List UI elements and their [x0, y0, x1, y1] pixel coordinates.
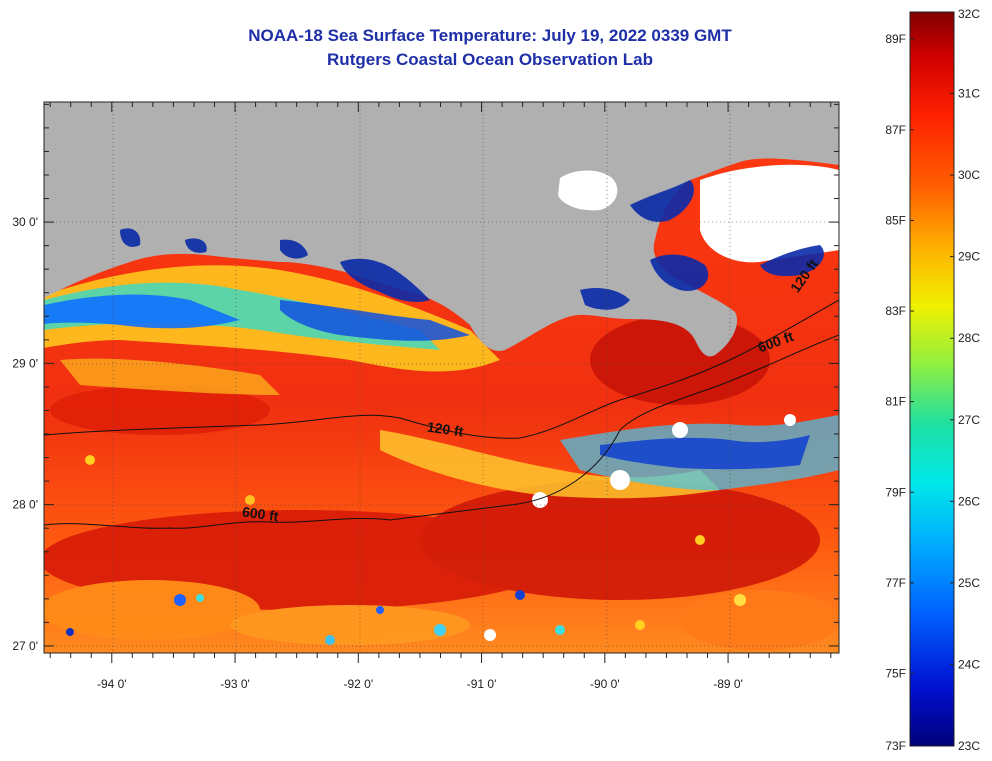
colorbar-fahrenheit-label: 89F — [885, 32, 906, 46]
colorbar-celsius-label: 23C — [958, 739, 980, 753]
colorbar-celsius-label: 29C — [958, 250, 980, 264]
map-title: NOAA-18 Sea Surface Temperature: July 19… — [248, 26, 732, 45]
contour-label: 600 ft — [241, 503, 280, 524]
colorbar-fahrenheit-label: 73F — [885, 739, 906, 753]
map-frame — [43, 101, 840, 654]
colorbar-fahrenheit-label: 77F — [885, 576, 906, 590]
land-cloud-patches — [558, 168, 839, 248]
colorbar-celsius-label: 26C — [958, 494, 980, 508]
colorbar-fahrenheit-label: 75F — [885, 667, 906, 681]
sst-cool-regions — [44, 265, 839, 499]
colorbar-celsius-label: 27C — [958, 413, 980, 427]
lat-tick-label: 30 0' — [12, 215, 38, 229]
sst-warm-regions — [44, 315, 839, 650]
colorbar-celsius-label: 24C — [958, 657, 980, 671]
colorbar — [909, 11, 955, 747]
lon-tick-label: -92 0' — [343, 677, 373, 691]
map-subtitle: Rutgers Coastal Ocean Observation Lab — [327, 50, 653, 69]
lat-tick-label: 29 0' — [12, 356, 38, 370]
lat-tick-label: 27 0' — [12, 639, 38, 653]
colorbar-celsius-label: 32C — [958, 7, 980, 21]
colorbar-fahrenheit-label: 85F — [885, 213, 906, 227]
lon-tick-label: -90 0' — [590, 677, 620, 691]
colorbar-celsius-label: 25C — [958, 576, 980, 590]
graticule — [44, 102, 839, 653]
lat-tick-label: 28 0' — [12, 498, 38, 512]
contour-600ft — [44, 334, 839, 529]
colorbar-celsius-label: 30C — [958, 168, 980, 182]
colorbar-fahrenheit-label: 87F — [885, 123, 906, 137]
colorbar-fahrenheit-label: 83F — [885, 304, 906, 318]
lon-tick-label: -93 0' — [220, 677, 250, 691]
colorbar-fahrenheit-label: 81F — [885, 395, 906, 409]
lon-tick-label: -89 0' — [713, 677, 743, 691]
contour-label: 120 ft — [426, 419, 465, 440]
contour-120ft — [44, 299, 839, 439]
coastal-cold-fringe — [120, 180, 824, 310]
depth-contours — [44, 299, 839, 529]
lon-tick-label: -94 0' — [97, 677, 127, 691]
land-louisiana-texas — [44, 102, 839, 357]
lon-tick-label: -91 0' — [467, 677, 497, 691]
colorbar-celsius-label: 31C — [958, 87, 980, 101]
colorbar-celsius-label: 28C — [958, 331, 980, 345]
sst-speckles — [66, 455, 746, 645]
colorbar-fahrenheit-label: 79F — [885, 485, 906, 499]
